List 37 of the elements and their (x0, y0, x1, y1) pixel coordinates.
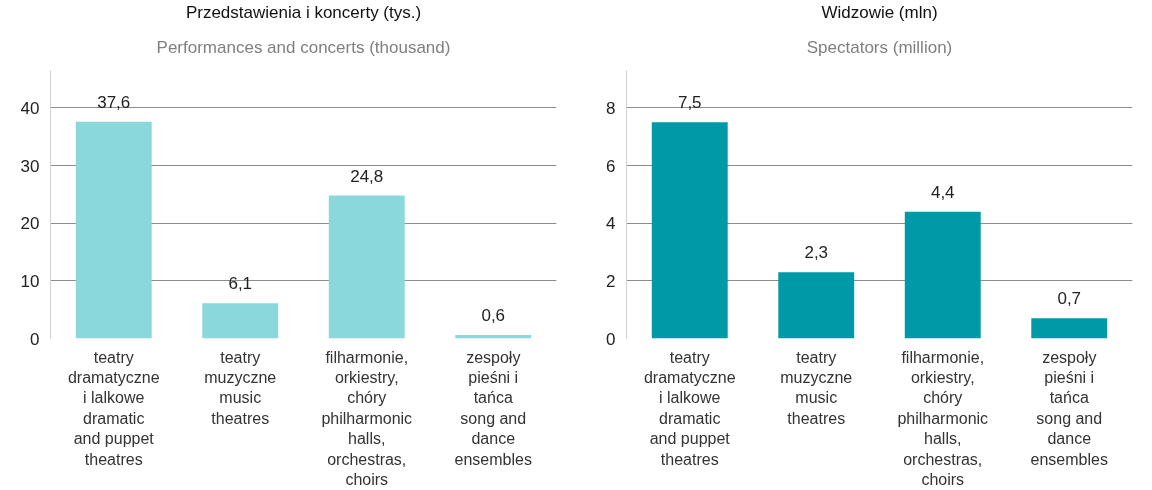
chart-title: Widzowie (mln) (821, 2, 938, 22)
bar (651, 122, 728, 339)
data-label: 24,8 (350, 166, 384, 186)
y-tick-label: 2 (606, 271, 616, 291)
chart-subtitle: Performances and concerts (thousand) (156, 37, 451, 57)
bar (778, 272, 855, 339)
y-tick-label: 20 (20, 214, 40, 234)
bar (75, 121, 152, 339)
x-tick-label: teatry dramatyczne i lalkowe dramatic and puppet theatres (643, 348, 736, 468)
y-tick-label: 4 (606, 214, 616, 234)
data-label: 0,7 (1057, 289, 1082, 309)
y-tick-label: 6 (606, 156, 616, 176)
bar (1031, 318, 1108, 339)
bar (328, 195, 405, 339)
x-tick-label: teatry muzyczne music theatres (780, 348, 853, 427)
x-tick-label: teatry dramatyczne i lalkowe dramatic and puppet theatres (67, 348, 160, 468)
data-label: 37,6 (97, 92, 131, 112)
data-label: 6,1 (228, 274, 253, 294)
x-tick-label: teatry muzyczne music theatres (204, 348, 277, 427)
x-tick-label: zespoły pieśni i tańca song and dance ensembles (1030, 348, 1108, 468)
bar (202, 303, 279, 339)
x-tick-label: filharmonie, orkiestry, chóry philharmonic halls, orchestras, choirs (321, 348, 413, 488)
y-tick-label: 0 (30, 329, 40, 349)
chart-title: Przedstawienia i koncerty (tys.) (185, 2, 422, 22)
y-tick-label: 0 (606, 329, 616, 349)
y-tick-label: 30 (20, 156, 40, 176)
data-label: 0,6 (481, 306, 506, 326)
data-label: 4,4 (930, 182, 955, 202)
y-tick-label: 8 (606, 98, 616, 118)
x-tick-label: zespoły pieśni i tańca song and dance ensembles (454, 348, 532, 468)
y-tick-label: 40 (20, 98, 40, 118)
data-label: 7,5 (677, 93, 702, 113)
bar (904, 211, 981, 339)
data-label: 2,3 (804, 243, 829, 263)
chart-subtitle: Spectators (million) (806, 37, 953, 57)
x-tick-label: filharmonie, orkiestry, chóry philharmonic halls, orchestras, choirs (897, 348, 989, 488)
y-tick-label: 10 (20, 271, 40, 291)
